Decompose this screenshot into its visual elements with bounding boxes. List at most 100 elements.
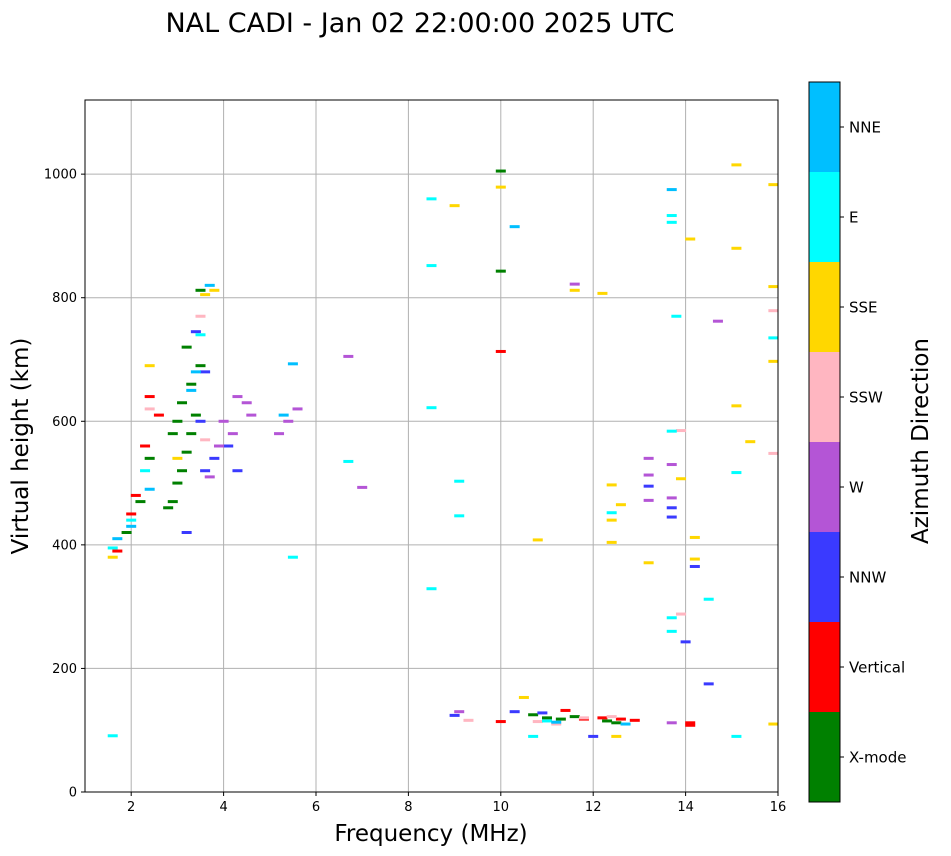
colorbar-tick-label: E [849,209,858,227]
data-point-sse [675,477,686,481]
data-point-e [426,197,437,201]
data-point-x-mode [195,288,206,292]
data-point-e [606,511,617,515]
data-point-nne [144,487,155,491]
data-point-w [246,413,257,417]
data-point-x-mode [190,413,201,417]
data-point-nnw [537,711,548,715]
data-point-nne [278,413,289,417]
data-point-ssw [532,720,543,724]
data-point-e [666,616,677,620]
data-point-x-mode [172,419,183,423]
data-point-sse [731,246,742,250]
data-point-x-mode [569,715,580,719]
colorbar-segment-x-mode [809,712,840,802]
data-point-nnw [195,419,206,423]
data-point-e [671,314,682,318]
data-point-nnw [666,515,677,519]
colorbar-segment-nne [809,82,840,172]
x-axis: 2 4 6 8 10 12 14 16 [127,792,786,815]
data-point-nnw [200,370,211,374]
colorbar-segment-nnw [809,532,840,622]
data-point-vertical [629,718,640,722]
data-point-vertical [615,717,626,721]
data-point-e [426,587,437,591]
data-point-x-mode [186,432,197,436]
data-point-e [454,514,465,518]
data-point-nne [620,722,631,726]
data-point-nne [666,188,677,192]
data-point-e [703,597,714,601]
data-point-vertical [153,413,164,417]
data-point-e [126,518,137,522]
x-axis-label: Frequency (MHz) [334,821,527,847]
colorbar: X-mode Vertical NNW W SSW SSE E NNE [808,81,906,803]
data-point-e [731,734,742,738]
data-point-ssw [606,715,617,719]
data-point-e [343,459,354,463]
data-point-nnw [689,564,700,568]
data-point-nne [186,388,197,392]
data-point-sse [107,555,118,559]
data-point-e [454,479,465,483]
data-point-ssw [551,722,562,726]
data-point-e [731,471,742,475]
data-point-vertical [112,549,123,553]
data-point-sse [518,695,529,699]
data-point-x-mode [528,713,539,717]
data-point-w [274,432,285,436]
data-point-w [712,319,723,323]
data-point-e [528,734,539,738]
x-tick-label: 16 [770,800,787,815]
data-point-sse [144,364,155,368]
data-point-vertical [144,395,155,399]
data-point-x-mode [195,364,206,368]
data-point-nnw [223,444,234,448]
data-point-sse [449,204,460,208]
data-point-w [204,475,215,479]
data-point-sse [597,291,608,295]
data-point-e [107,734,118,738]
data-point-nnw [509,710,520,714]
colorbar-label: Azimuth Direction [908,338,934,544]
data-point-w [218,419,229,423]
data-point-nnw [643,484,654,488]
x-tick-label: 10 [493,800,510,815]
data-point-ssw [675,612,686,616]
data-point-x-mode [186,382,197,386]
data-point-sse [615,503,626,507]
data-point-sse [731,163,742,167]
data-point-ssw [675,429,686,433]
data-point-w [213,444,224,448]
data-point-sse [606,540,617,544]
x-tick-label: 8 [404,800,412,815]
data-point-sse [689,535,700,539]
data-point-e [287,555,298,559]
colorbar-tick-label: NNE [849,119,881,137]
data-point-x-mode [177,401,188,405]
data-point-x-mode [167,432,178,436]
data-point-w [643,498,654,502]
data-point-e [666,629,677,633]
data-point-w [343,354,354,358]
x-tick-label: 14 [677,800,694,815]
data-point-e [140,469,151,473]
data-point-vertical [597,716,608,720]
data-point-nnw [588,734,599,738]
data-point-x-mode [181,450,192,454]
data-point-w [357,485,368,489]
data-point-w [241,401,252,405]
data-point-vertical [685,723,696,727]
data-point-vertical [560,708,571,712]
data-point-nnw [449,713,460,717]
data-point-x-mode [495,269,506,273]
data-point-sse [768,359,779,363]
data-point-x-mode [542,716,552,720]
plot-frame [84,99,779,793]
data-points [107,163,779,738]
data-point-sse [606,483,617,487]
data-point-w [569,282,580,286]
data-point-e [195,333,206,337]
data-point-w [227,432,238,436]
